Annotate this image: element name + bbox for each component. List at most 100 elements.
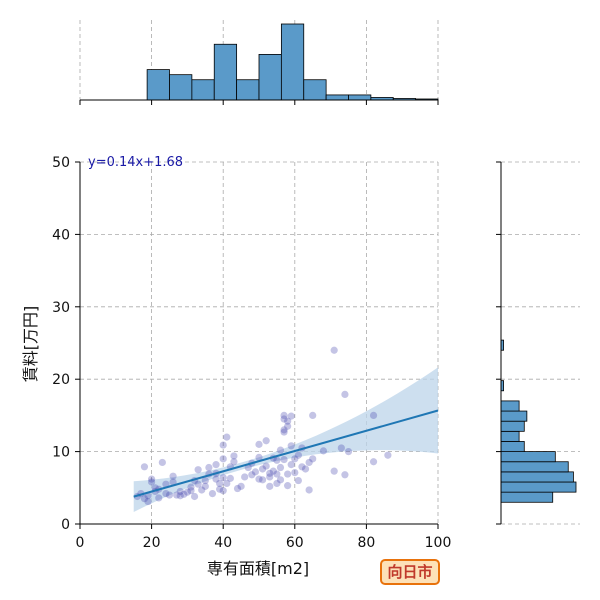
scatter-point <box>255 440 263 448</box>
top-hist-bar <box>146 69 170 101</box>
scatter-point <box>291 468 299 477</box>
scatter-point <box>344 448 353 456</box>
scatter-point <box>187 483 195 491</box>
regression-line-path <box>133 409 439 498</box>
scatter-point <box>219 441 227 449</box>
scatter-point <box>169 478 177 486</box>
scatter-point <box>183 488 191 496</box>
scatter-points <box>133 346 392 506</box>
right-hist-bar <box>500 420 525 432</box>
top-hist-bar <box>303 79 327 101</box>
right-hist-bar <box>500 451 556 463</box>
scatter-point <box>369 411 378 419</box>
scatter-point <box>148 475 156 483</box>
scatter-point <box>194 466 202 474</box>
scatter-point <box>201 482 209 490</box>
scatter-point <box>180 490 188 498</box>
scatter-point <box>319 447 328 455</box>
right-hist-bar <box>500 471 574 483</box>
scatter-point <box>158 458 166 467</box>
scatter-point <box>205 463 213 472</box>
y-tick-label: 40 <box>52 227 70 243</box>
scatter-point <box>309 411 317 419</box>
scatter-point <box>262 437 270 445</box>
regression-equation: y=0.14x+1.68 <box>88 155 183 170</box>
x-tick-label: 0 <box>76 535 85 551</box>
scatter-point <box>284 422 292 430</box>
scatter-point <box>287 461 295 469</box>
scatter-point <box>298 463 306 471</box>
right-hist-bar <box>500 461 569 473</box>
scatter-point <box>284 470 292 478</box>
scatter-point <box>294 451 302 459</box>
scatter-point <box>276 446 285 454</box>
scatter-point <box>216 485 224 493</box>
scatter-point <box>294 476 302 485</box>
scatter-point <box>258 476 267 484</box>
scatter-point <box>341 471 349 479</box>
top-hist-bar <box>169 74 193 101</box>
scatter-point <box>155 494 163 502</box>
scatter-point <box>284 417 292 425</box>
scatter-point <box>273 470 281 478</box>
top-hist-bar <box>348 94 372 101</box>
scatter-point <box>269 467 277 475</box>
x-tick-label: 20 <box>143 535 161 551</box>
scatter-point <box>223 433 231 441</box>
top-hist-bar <box>213 43 238 101</box>
scatter-point <box>287 412 295 420</box>
scatter-point <box>369 458 378 466</box>
right-hist-bar <box>500 491 554 503</box>
scatter-point <box>309 455 317 463</box>
top-hist-bar <box>258 54 282 101</box>
scatter-point <box>330 467 338 475</box>
scatter-point <box>162 489 170 498</box>
right-hist-bar <box>500 400 520 412</box>
scatter-point <box>198 486 206 494</box>
scatter-point <box>219 455 227 463</box>
scatter-point <box>223 479 231 488</box>
scatter-point <box>230 458 238 466</box>
scatter-point <box>140 495 149 503</box>
scatter-point <box>176 492 184 500</box>
scatter-point <box>280 426 288 434</box>
scatter-point <box>262 462 270 470</box>
scatter-point <box>194 480 202 488</box>
scatter-point <box>251 468 260 476</box>
right-hist-bar <box>500 410 528 422</box>
scatter-point <box>384 451 392 459</box>
axes: 0 20 40 60 80 100 0 10 20 30 40 50 <box>52 99 502 551</box>
scatter-point <box>169 472 177 480</box>
right-hist-bar <box>500 481 577 493</box>
scatter-point <box>230 452 238 460</box>
scatter-point <box>284 482 292 490</box>
scatter-point <box>201 476 209 485</box>
right-histogram <box>500 339 577 503</box>
scatter-point <box>301 465 310 473</box>
scatter-point <box>266 482 274 490</box>
scatter-point <box>280 455 288 464</box>
scatter-point <box>248 471 256 479</box>
y-tick-label: 50 <box>52 155 70 171</box>
top-hist-bar <box>236 79 260 101</box>
scatter-point <box>276 463 285 472</box>
scatter-point <box>219 474 227 482</box>
scatter-point <box>258 465 267 473</box>
scatter-point <box>276 476 285 484</box>
top-hist-bar <box>280 23 305 101</box>
x-tick-label: 100 <box>425 535 452 551</box>
scatter-point <box>187 487 195 495</box>
y-tick-label: 0 <box>61 517 70 533</box>
scatter-point <box>190 492 199 501</box>
scatter-point <box>280 428 288 436</box>
scatter-point <box>148 478 156 486</box>
scatter-point <box>208 489 217 498</box>
scatter-point <box>287 442 295 450</box>
scatter-point <box>305 486 313 494</box>
y-tick-label: 30 <box>52 300 70 316</box>
top-hist-bar <box>191 79 215 101</box>
scatter-point <box>140 463 149 471</box>
y-tick-label: 20 <box>52 372 70 388</box>
city-badge: 向日市 <box>380 559 440 585</box>
y-tick-label: 10 <box>52 445 70 461</box>
